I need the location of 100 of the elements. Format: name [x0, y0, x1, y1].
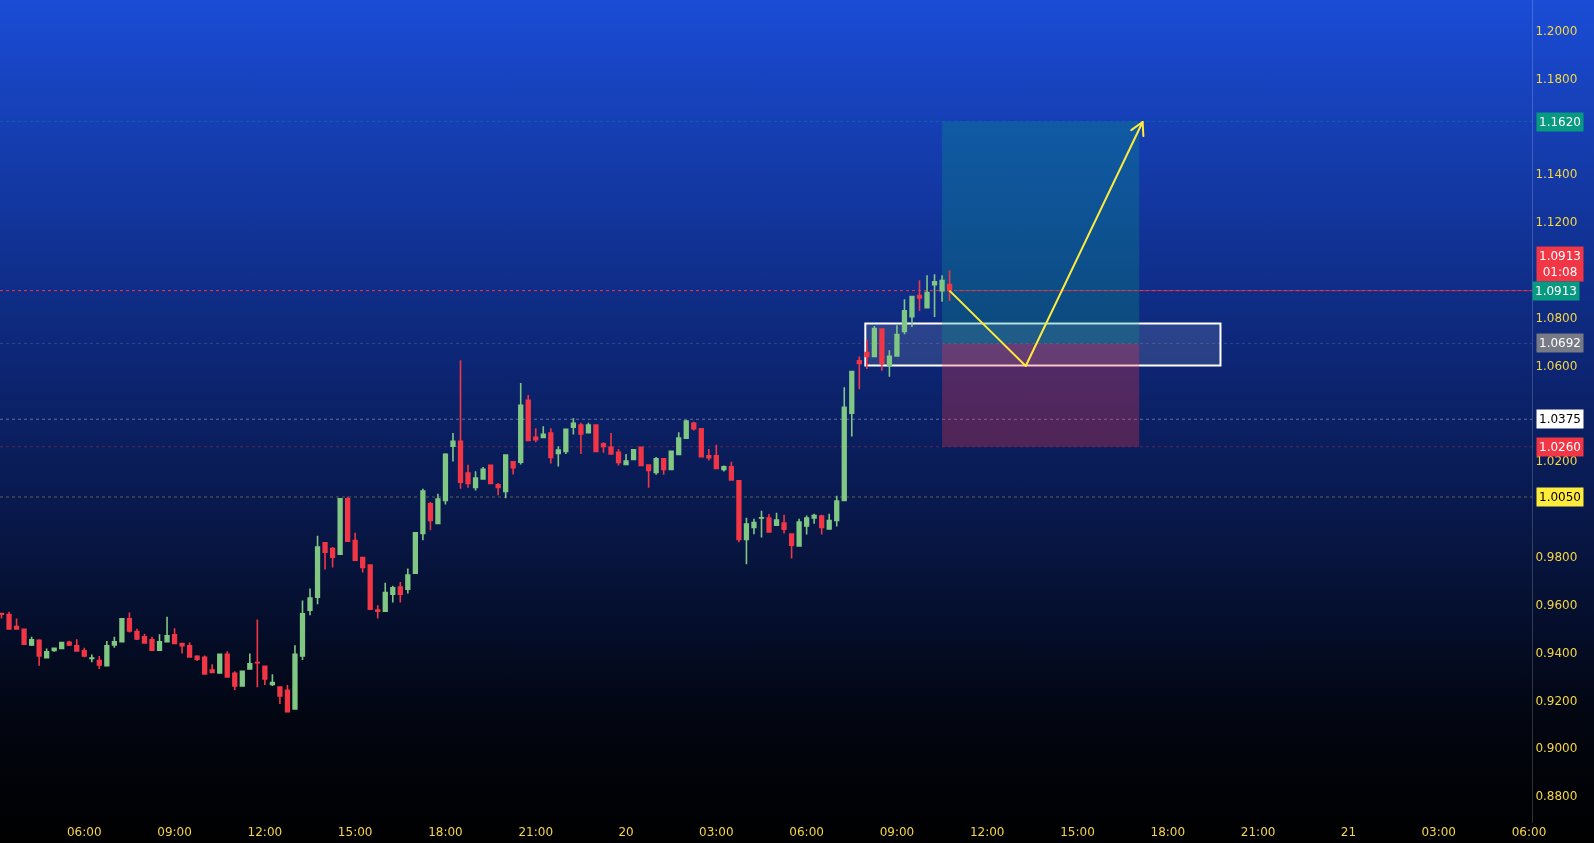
candlestick	[307, 587, 313, 616]
candlestick	[819, 513, 825, 536]
candlestick	[533, 427, 539, 444]
candlestick	[472, 470, 479, 492]
candlestick	[6, 611, 12, 630]
candlestick	[134, 627, 140, 641]
y-tick-label: 0.8800	[1535, 789, 1578, 804]
candlestick	[781, 513, 787, 535]
candlestick	[480, 466, 486, 480]
candlestick	[0, 612, 5, 620]
candlestick	[179, 642, 185, 655]
candlestick	[171, 627, 178, 646]
candlestick	[209, 663, 215, 674]
candlestick	[96, 655, 102, 670]
candlestick	[871, 325, 877, 358]
candlestick	[518, 382, 524, 466]
candlestick	[803, 514, 810, 536]
candlestick	[879, 328, 885, 372]
candlestick	[322, 541, 328, 571]
x-tick-label: 06:00	[789, 825, 824, 839]
y-tick-label: 0.9400	[1535, 645, 1578, 660]
candlestick	[352, 531, 358, 561]
y-tick-label: 1.1200	[1535, 215, 1578, 230]
candlestick	[397, 581, 403, 604]
candlestick	[638, 446, 644, 467]
candlestick	[427, 501, 434, 532]
x-tick-label: 18:00	[1150, 825, 1186, 839]
candlestick	[555, 445, 561, 468]
candlestick	[811, 512, 817, 525]
y-tick-label: 1.0800	[1535, 310, 1578, 325]
x-tick-label: 15:00	[337, 825, 373, 839]
candlestick	[360, 556, 366, 574]
candlestick	[834, 495, 840, 528]
candlestick	[826, 512, 832, 530]
candlestick	[141, 633, 148, 644]
y-tick-label: 1.0200	[1535, 454, 1578, 469]
candlestick	[608, 432, 614, 456]
candlestick	[563, 428, 569, 455]
candlestick	[886, 349, 893, 378]
candlestick	[495, 482, 501, 497]
candlestick	[156, 633, 163, 651]
y-tick-label: 1.0600	[1535, 358, 1578, 373]
candlestick	[202, 654, 208, 675]
candlestick	[450, 432, 456, 463]
candlestick	[277, 686, 283, 705]
ref-line-label: 1.0692	[1539, 336, 1581, 350]
candlestick	[164, 616, 170, 643]
y-tick-label: 0.9000	[1535, 741, 1578, 756]
candlestick	[856, 355, 862, 390]
x-tick-label: 21:00	[1240, 825, 1276, 839]
candlestick	[186, 641, 193, 658]
candlestick	[344, 495, 351, 543]
candlestick	[36, 638, 42, 667]
candlestick	[21, 628, 27, 645]
candlestick	[683, 419, 689, 439]
x-tick-label: 12:00	[969, 825, 1005, 839]
x-tick-label: 18:00	[428, 825, 463, 839]
candlestick	[487, 464, 494, 485]
candlestick	[766, 513, 772, 533]
ref-line-label: 1.0913 01:08	[1539, 249, 1581, 279]
candlestick	[89, 653, 95, 664]
candlestick	[593, 424, 599, 453]
candlestick	[645, 464, 652, 489]
candlestick	[736, 479, 742, 544]
candlestick	[841, 386, 847, 503]
x-tick-label: 03:00	[699, 825, 734, 839]
candlestick	[13, 617, 20, 630]
candlestick	[909, 295, 915, 328]
candlestick	[721, 464, 727, 473]
candlestick	[81, 646, 87, 659]
candlestick	[578, 422, 584, 455]
candlestick	[435, 492, 441, 525]
candlestick	[525, 394, 531, 442]
candlestick	[939, 274, 945, 303]
candlestick	[788, 533, 795, 560]
candlestick	[262, 665, 268, 686]
candlestick	[284, 684, 291, 713]
candlestick	[630, 448, 637, 461]
candlestick	[849, 370, 855, 438]
candlestick	[668, 450, 674, 471]
candlestick	[194, 654, 200, 662]
candlestick	[337, 497, 343, 555]
candlestick	[126, 611, 133, 634]
candlestick	[503, 454, 509, 499]
candlestick	[28, 635, 35, 647]
candlestick	[713, 444, 719, 470]
candlestick	[247, 652, 253, 670]
ref-line-label: 1.0050	[1539, 490, 1581, 504]
candlestick	[390, 584, 396, 604]
candlestick	[600, 441, 607, 454]
candlestick	[375, 604, 381, 620]
candlestick	[292, 644, 298, 710]
annotation: 1.0913	[1535, 284, 1577, 298]
candlestick	[329, 546, 336, 569]
candlestick	[661, 457, 667, 476]
candlestick	[540, 425, 546, 439]
y-tick-label: 1.1400	[1535, 167, 1578, 182]
x-tick-label: 06:00	[1511, 825, 1547, 839]
candlestick	[367, 564, 373, 610]
candlestick	[585, 422, 592, 434]
